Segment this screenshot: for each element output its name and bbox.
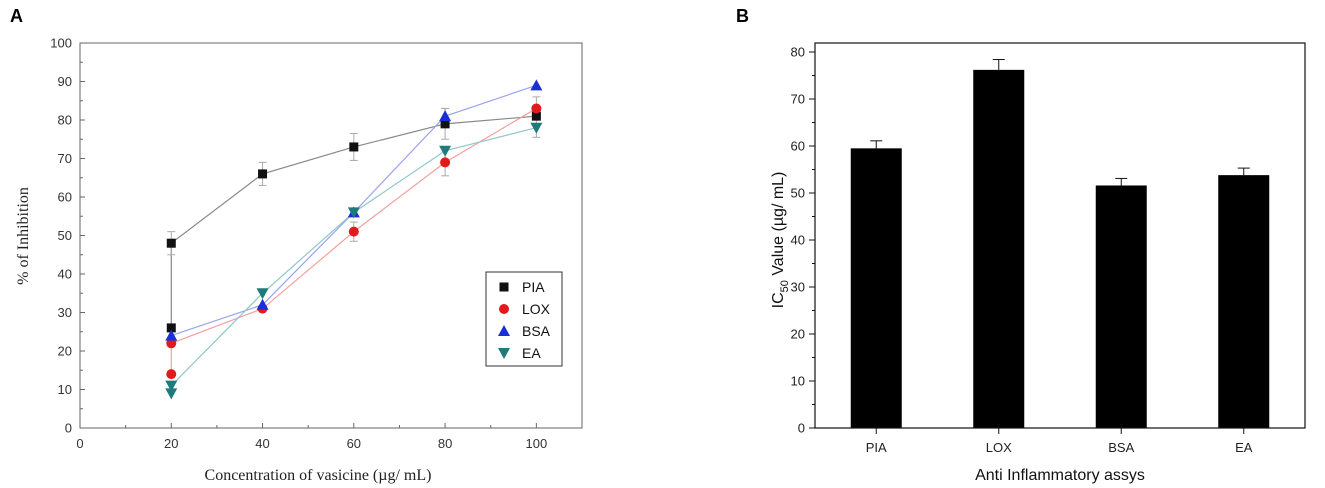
a-point-ea — [530, 122, 543, 134]
a-y-tick-label: 60 — [58, 190, 72, 205]
a-plot-frame — [79, 42, 583, 429]
a-point-pia — [166, 238, 176, 248]
a-x-tick-label: 60 — [347, 436, 361, 451]
a-point-lox — [166, 338, 177, 349]
a-line-pia — [170, 115, 537, 328]
a-point-ea — [439, 145, 452, 157]
a-y-tick-label: 70 — [58, 151, 72, 166]
a-axis-ticks: 0 10 20 30 40 50 60 70 80 90 100 0 20 40 60 80 100 — [50, 36, 547, 452]
a-x-tick-label: 20 — [164, 436, 178, 451]
a-point-lox — [166, 369, 177, 380]
a-point-lox — [348, 226, 359, 237]
b-x-tick-label-pia: PIA — [866, 440, 887, 455]
a-y-tick-label: 0 — [65, 421, 72, 436]
line-chart-inhibition: 0 10 20 30 40 50 60 70 80 90 100 0 20 40 60 80 100 Conce… — [15, 36, 583, 484]
a-legend-label-pia: PIA — [522, 279, 545, 295]
b-y-tick-label: 60 — [791, 139, 805, 154]
b-bars — [850, 69, 1270, 429]
a-y-tick-label: 40 — [58, 267, 72, 282]
a-series-markers — [165, 79, 543, 400]
a-x-tick-label: 100 — [526, 436, 548, 451]
a-legend: PIA LOX BSA EA — [485, 271, 563, 367]
a-y-tick-label: 20 — [58, 344, 72, 359]
a-y-axis-title: % of Inhibition — [15, 187, 32, 285]
a-point-ea — [165, 388, 178, 400]
b-bar-bsa — [1095, 185, 1147, 428]
a-x-tick-label: 0 — [76, 436, 83, 451]
b-y-title-main: IC — [770, 292, 787, 308]
a-point-lox — [531, 103, 542, 114]
b-plot-frame — [814, 42, 1306, 429]
a-y-tick-label: 30 — [58, 305, 72, 320]
b-y-tick-label: 80 — [791, 45, 805, 60]
a-point-bsa — [530, 79, 543, 91]
b-y-axis-title: IC50 Value (µg/ mL) — [770, 172, 791, 309]
a-y-tick-label: 80 — [58, 113, 72, 128]
a-point-ea — [347, 207, 360, 219]
a-x-axis-title: Concentration of vasicine (µg/ mL) — [205, 467, 432, 484]
b-y-tick-label: 50 — [791, 186, 805, 201]
a-point-pia — [531, 111, 541, 121]
b-y-title-sub: 50 — [779, 280, 791, 292]
b-y-tick-label: 20 — [791, 327, 805, 342]
a-point-lox — [440, 157, 451, 168]
a-y-tick-label: 50 — [58, 228, 72, 243]
a-legend-label-bsa: BSA — [522, 323, 551, 339]
b-y-tick-label: 30 — [791, 280, 805, 295]
b-bar-pia — [850, 148, 902, 428]
b-bar-lox — [973, 69, 1025, 429]
a-point-pia — [166, 323, 176, 333]
a-line-lox — [170, 107, 537, 375]
a-legend-box — [485, 271, 563, 367]
a-point-pia — [440, 119, 450, 129]
a-point-bsa — [439, 110, 452, 122]
a-point-ea — [256, 288, 269, 300]
a-point-ea — [165, 380, 178, 392]
a-legend-marker-ea — [498, 348, 510, 359]
a-y-tick-label: 100 — [50, 36, 72, 51]
a-point-pia — [258, 169, 268, 179]
a-legend-marker-pia — [499, 282, 509, 292]
a-point-bsa — [256, 298, 269, 310]
a-legend-marker-lox — [499, 304, 509, 314]
b-x-tick-label-lox: LOX — [986, 440, 1012, 455]
a-legend-marker-bsa — [498, 325, 510, 336]
panel-label-b: B — [736, 6, 749, 26]
panel-label-a: A — [10, 6, 23, 26]
a-point-pia — [349, 142, 359, 152]
bar-chart-ic50: 0 10 20 30 40 50 60 70 80 PIA LOX BSA EA Anti Inflam… — [770, 42, 1306, 484]
b-y-title-rest: Value (µg/ mL) — [770, 172, 787, 281]
a-y-tick-label: 10 — [58, 382, 72, 397]
a-legend-label-lox: LOX — [522, 301, 551, 317]
b-y-tick-label: 40 — [791, 233, 805, 248]
a-line-ea — [170, 127, 537, 394]
b-error-bars — [870, 59, 1250, 186]
a-x-tick-label: 80 — [438, 436, 452, 451]
b-x-tick-label-bsa: BSA — [1108, 440, 1134, 455]
b-x-axis-title: Anti Inflammatory assys — [975, 467, 1145, 484]
a-y-tick-label: 90 — [58, 74, 72, 89]
b-x-tick-label-ea: EA — [1235, 440, 1253, 455]
a-legend-label-ea: EA — [522, 345, 541, 361]
b-y-tick-label: 0 — [798, 421, 805, 436]
b-y-tick-label: 70 — [791, 92, 805, 107]
a-point-bsa — [165, 329, 178, 341]
b-y-tick-label: 10 — [791, 374, 805, 389]
a-x-tick-label: 40 — [255, 436, 269, 451]
b-bar-ea — [1218, 175, 1270, 428]
